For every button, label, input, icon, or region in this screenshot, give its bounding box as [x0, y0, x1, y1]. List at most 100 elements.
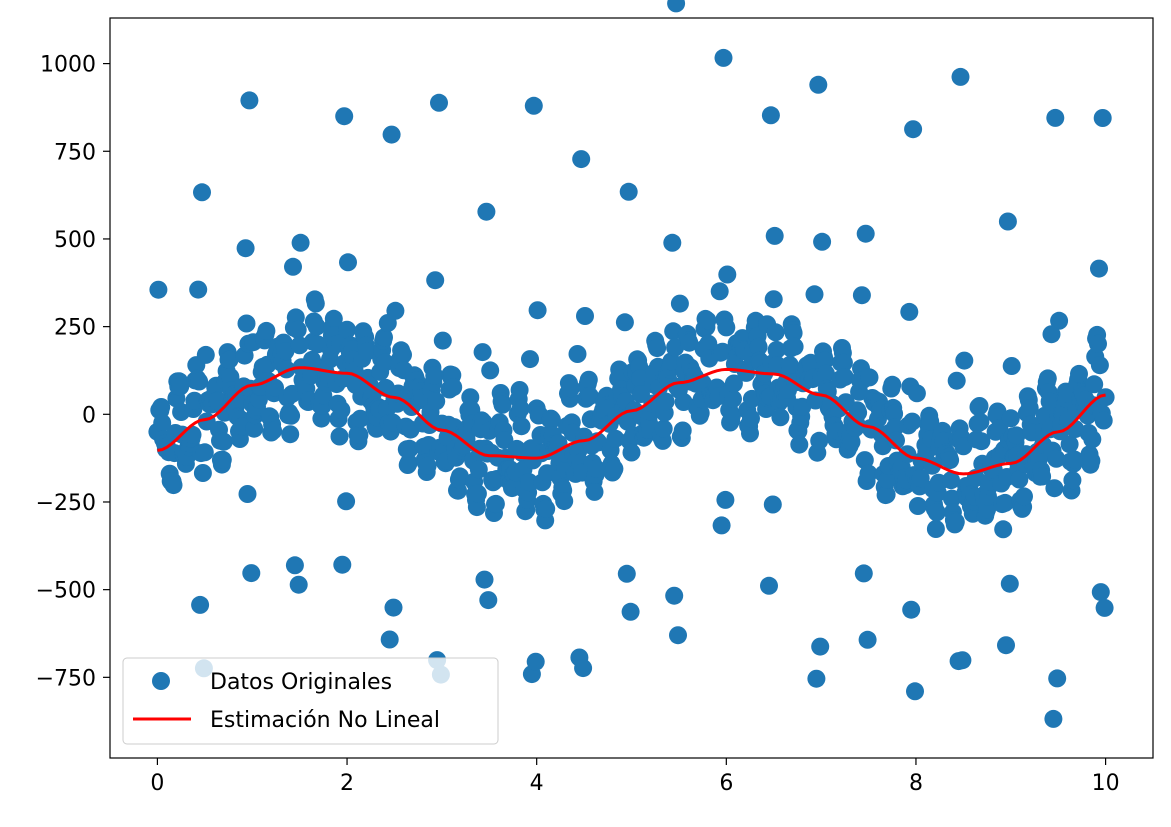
scatter-point — [1047, 449, 1066, 468]
x-tick-label: 6 — [719, 771, 733, 796]
scatter-point — [220, 350, 239, 369]
scatter-point — [698, 311, 717, 330]
scatter-point — [257, 321, 276, 340]
scatter-point — [526, 652, 545, 671]
scatter-point — [430, 93, 448, 112]
scatter-point — [330, 427, 349, 446]
scatter-point — [854, 564, 873, 583]
x-axis: 0 2 4 6 8 10 — [150, 758, 1120, 796]
scatter-point — [807, 669, 826, 688]
scatter-point — [521, 350, 539, 369]
y-tick-label: −750 — [36, 666, 96, 691]
legend-label-scatter: Datos Originales — [210, 670, 392, 695]
scatter-point — [479, 591, 498, 610]
scatter-point — [615, 313, 634, 332]
scatter-point — [670, 294, 689, 313]
scatter-point — [663, 233, 682, 252]
scatter-point — [384, 598, 403, 617]
scatter-point — [622, 443, 641, 462]
scatter-point — [468, 484, 487, 503]
scatter-point — [427, 392, 446, 411]
scatter-point — [1033, 467, 1052, 486]
scatter-point — [997, 636, 1015, 655]
scatter-point — [1091, 583, 1110, 602]
scatter-point — [276, 342, 295, 361]
y-tick-label: 0 — [82, 403, 96, 428]
scatter-point — [860, 368, 879, 387]
scatter-point — [486, 494, 505, 513]
scatter-point — [469, 460, 488, 479]
scatter-point — [473, 343, 492, 362]
scatter-point — [433, 331, 452, 350]
scatter-point — [815, 351, 834, 370]
scatter-point — [574, 659, 593, 678]
scatter-point — [654, 419, 673, 438]
scatter-point — [885, 404, 904, 423]
scatter-point — [1045, 479, 1064, 498]
y-tick-label: 500 — [54, 228, 96, 253]
scatter-point — [1085, 375, 1104, 394]
scatter-point — [718, 265, 737, 284]
y-tick-label: 1000 — [40, 53, 96, 78]
plot-frame — [109, 17, 1154, 759]
scatter-point — [512, 417, 531, 436]
scatter-point — [576, 307, 594, 325]
scatter-point — [285, 556, 304, 575]
y-tick-label: 250 — [54, 316, 96, 341]
scatter-point — [673, 421, 692, 440]
scatter-point — [908, 497, 927, 515]
scatter-point — [333, 555, 352, 574]
scatter-point — [760, 576, 778, 595]
scatter-point — [306, 294, 325, 313]
scatter-point — [289, 575, 308, 594]
y-tick-label: −250 — [36, 491, 96, 516]
scatter-point — [834, 353, 853, 372]
scatter-point — [970, 397, 989, 415]
scatter-point — [1000, 574, 1019, 593]
scatter-point — [426, 271, 445, 290]
x-tick-label: 8 — [909, 771, 923, 796]
scatter-point — [264, 421, 283, 440]
scatter-point — [1063, 471, 1082, 490]
scatter-point — [946, 512, 965, 531]
scatter-point — [238, 485, 257, 503]
scatter-point — [240, 91, 259, 110]
scatter-point — [477, 202, 496, 221]
scatter-point — [493, 395, 512, 414]
scatter-point — [648, 339, 667, 358]
scatter-point — [524, 96, 543, 115]
scatter-point — [399, 453, 418, 472]
scatter-point — [376, 353, 394, 372]
scatter-point — [450, 467, 469, 486]
scatter-point — [193, 183, 211, 202]
scatter-point — [947, 371, 966, 390]
scatter-point — [511, 399, 530, 418]
scatter-point — [886, 418, 905, 437]
scatter-point — [324, 309, 343, 328]
scatter-point — [955, 351, 974, 370]
scatter-point — [1035, 406, 1054, 425]
y-axis: −750 −500 −250 0 250 500 750 1000 — [36, 53, 110, 691]
scatter-point — [621, 602, 640, 621]
scatter-point — [766, 323, 785, 342]
scatter-point — [978, 500, 997, 519]
scatter-point — [953, 651, 972, 670]
scatter-point — [1007, 426, 1026, 445]
scatter-point — [605, 459, 624, 478]
scatter-point — [617, 564, 636, 583]
scatter-point — [716, 490, 735, 509]
scatter-point — [1050, 311, 1069, 330]
scatter-point — [1089, 334, 1107, 353]
scatter-point — [710, 282, 729, 301]
scatter-point — [691, 404, 710, 422]
scatter-point — [926, 520, 945, 538]
legend: Datos Originales Estimación No Lineal — [122, 657, 499, 745]
scatter-point — [907, 384, 926, 403]
scatter-point — [877, 485, 896, 504]
scatter-point — [510, 381, 529, 399]
scatter-point — [579, 370, 598, 389]
scatter-point — [680, 333, 699, 352]
scatter-point — [878, 470, 897, 489]
scatter-point — [237, 314, 256, 333]
scatter-point — [712, 516, 731, 535]
